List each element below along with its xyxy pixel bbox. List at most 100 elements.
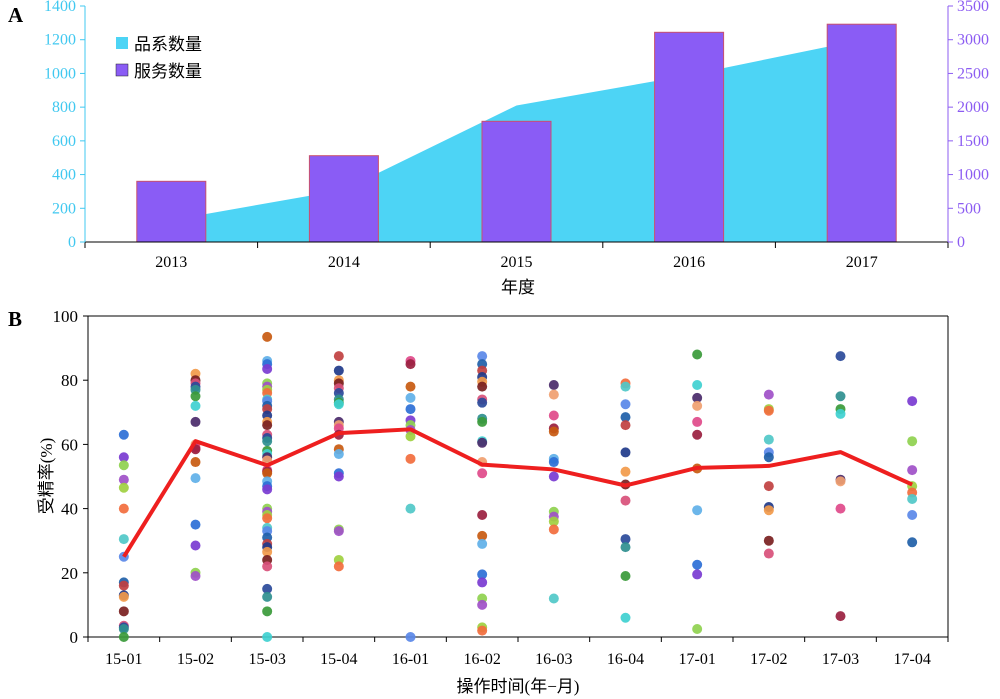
scatter-point-16-04 xyxy=(620,381,631,392)
bar-2014 xyxy=(308,155,379,243)
scatter-point-16-04 xyxy=(620,571,631,582)
scatter-point-16-02 xyxy=(477,625,488,636)
scatter-point-16-02 xyxy=(477,437,488,448)
scatter-point-15-03 xyxy=(262,591,273,602)
scatter-point-15-01 xyxy=(118,474,129,485)
panel-b-axes: 0 20 40 60 80 100 15-01 15-02 15-03 15-04 16-01 16-… xyxy=(53,307,949,668)
right-y-tick-label: 1500 xyxy=(957,133,989,150)
scatter-point-16-03 xyxy=(548,593,559,604)
legend-label-area: 品系数量 xyxy=(134,35,202,54)
x-tick-label: 15-04 xyxy=(320,651,357,668)
mean-line-layer xyxy=(122,427,913,558)
scatter-point-17-01 xyxy=(692,569,703,580)
scatter-point-15-04 xyxy=(333,365,344,376)
y-tick-label: 0 xyxy=(70,628,79,647)
scatter-point-16-03 xyxy=(548,380,559,391)
scatter-point-16-04 xyxy=(620,399,631,410)
scatter-point-16-02 xyxy=(477,510,488,521)
bar-2015 xyxy=(481,120,552,243)
scatter-point-15-04 xyxy=(333,471,344,482)
scatter-points-layer xyxy=(118,331,918,642)
bar-2017 xyxy=(826,23,897,243)
y-tick-label: 100 xyxy=(53,307,79,326)
scatter-point-15-04 xyxy=(333,399,344,410)
scatter-point-16-01 xyxy=(405,404,416,415)
x-tick-label: 15-03 xyxy=(249,651,286,668)
scatter-point-15-01 xyxy=(118,534,129,545)
scatter-point-16-03 xyxy=(548,457,559,468)
left-y-tick-label: 600 xyxy=(52,133,76,150)
scatter-point-16-02 xyxy=(477,468,488,479)
panel-a-label: A xyxy=(8,3,24,27)
scatter-point-15-03 xyxy=(262,331,273,342)
scatter-point-17-03 xyxy=(835,351,846,362)
scatter-point-17-02 xyxy=(763,452,774,463)
scatter-point-16-04 xyxy=(620,412,631,423)
scatter-point-16-04 xyxy=(620,466,631,477)
scatter-point-17-01 xyxy=(692,400,703,411)
scatter-point-15-02 xyxy=(190,571,201,582)
x-tick-label: 2014 xyxy=(328,254,360,271)
panel-a-bar-area-chart: A 2013 2014 2015 2016 2017 0 200 400 600 800 1000 1… xyxy=(8,0,989,297)
scatter-point-17-01 xyxy=(692,349,703,360)
legend-swatch-bar xyxy=(115,63,129,77)
scatter-point-17-03 xyxy=(835,476,846,487)
panel-a-axes: 2013 2014 2015 2016 2017 0 200 400 600 800 1000 120… xyxy=(44,0,989,271)
scatter-point-17-02 xyxy=(763,434,774,445)
scatter-point-15-01 xyxy=(118,482,129,493)
left-y-tick-label: 400 xyxy=(52,167,76,184)
scatter-point-15-01 xyxy=(118,503,129,514)
scatter-point-15-01 xyxy=(118,606,129,617)
scatter-point-15-03 xyxy=(262,606,273,617)
scatter-point-15-02 xyxy=(190,473,201,484)
scatter-point-16-04 xyxy=(620,542,631,553)
scatter-point-16-01 xyxy=(405,359,416,370)
scatter-point-17-04 xyxy=(907,510,918,521)
scatter-point-17-01 xyxy=(692,559,703,570)
panel-a-x-axis-title: 年度 xyxy=(501,278,535,297)
x-tick-label: 2013 xyxy=(155,254,187,271)
left-y-tick-label: 800 xyxy=(52,99,76,116)
scatter-point-15-03 xyxy=(262,363,273,374)
legend-swatch-area xyxy=(116,37,128,49)
x-tick-label: 2017 xyxy=(846,254,878,271)
scatter-point-15-02 xyxy=(190,457,201,468)
scatter-point-15-01 xyxy=(118,580,129,591)
right-y-tick-label: 0 xyxy=(957,234,965,251)
x-tick-label: 15-02 xyxy=(177,651,214,668)
scatter-point-16-03 xyxy=(548,426,559,437)
y-tick-label: 20 xyxy=(61,564,78,583)
scatter-point-17-03 xyxy=(835,611,846,622)
scatter-point-16-01 xyxy=(405,392,416,403)
scatter-point-15-03 xyxy=(262,632,273,642)
left-y-tick-label: 1400 xyxy=(44,0,76,15)
scatter-point-16-02 xyxy=(477,530,488,541)
x-tick-label: 16-01 xyxy=(392,651,429,668)
scatter-point-17-02 xyxy=(763,481,774,492)
x-tick-label: 2016 xyxy=(673,254,705,271)
scatter-point-17-02 xyxy=(763,535,774,546)
scatter-point-16-04 xyxy=(620,534,631,545)
y-tick-label: 60 xyxy=(61,435,78,454)
scatter-point-17-04 xyxy=(907,396,918,407)
left-y-tick-label: 1200 xyxy=(44,32,76,49)
scatter-point-15-04 xyxy=(333,351,344,362)
scatter-point-17-04 xyxy=(907,465,918,476)
x-tick-label: 16-03 xyxy=(535,651,572,668)
scatter-point-16-01 xyxy=(405,431,416,442)
left-y-tick-label: 200 xyxy=(52,200,76,217)
scatter-point-16-02 xyxy=(477,538,488,549)
scatter-point-15-02 xyxy=(190,519,201,530)
scatter-point-17-04 xyxy=(907,493,918,504)
scatter-point-15-03 xyxy=(262,513,273,524)
scatter-point-15-04 xyxy=(333,449,344,460)
y-tick-label: 40 xyxy=(61,500,78,519)
scatter-point-16-02 xyxy=(477,577,488,588)
right-y-tick-label: 2500 xyxy=(957,65,989,82)
scatter-point-15-02 xyxy=(190,391,201,402)
x-tick-label: 17-02 xyxy=(750,651,787,668)
scatter-point-17-02 xyxy=(763,389,774,400)
scatter-point-15-01 xyxy=(118,429,129,440)
x-tick-label: 17-01 xyxy=(679,651,716,668)
